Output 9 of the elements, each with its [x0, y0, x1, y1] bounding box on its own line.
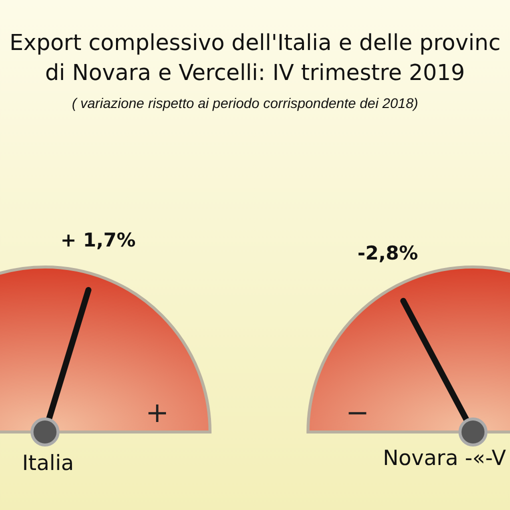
text: Export complessivo dell'Italia e delle provinc: [9, 31, 501, 56]
data-label: + 1,7%: [60, 229, 136, 252]
text: −: [346, 396, 370, 429]
text: +: [145, 396, 169, 429]
data-label: -2,8%: [357, 242, 418, 265]
category-label: Novara -«-V: [382, 446, 507, 470]
text: ( variazione rispetto ai periodo corrispondente dei 2018): [72, 95, 418, 111]
category-label: Italia: [22, 451, 74, 475]
text: di Novara e Vercelli: IV trimestre 2019: [45, 61, 465, 86]
